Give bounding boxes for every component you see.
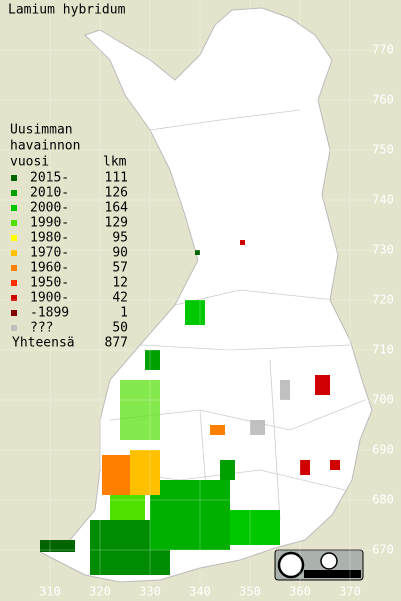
x-tick-label: 320 <box>89 585 111 599</box>
y-tick-label: 740 <box>372 193 394 207</box>
legend-swatch <box>11 220 17 226</box>
legend-count: 42 <box>112 291 128 306</box>
observation-cluster <box>250 420 265 435</box>
observation-cluster <box>150 480 230 550</box>
legend-swatch <box>11 325 17 331</box>
observation-cluster <box>280 380 290 400</box>
observation-cluster <box>330 460 340 470</box>
legend-count: 90 <box>112 246 128 261</box>
observation-cluster <box>230 510 280 545</box>
legend-swatch <box>11 175 17 181</box>
legend-count: 95 <box>112 231 128 246</box>
y-tick-label: 760 <box>372 93 394 107</box>
observation-cluster <box>300 460 310 475</box>
legend-count: 126 <box>105 186 128 201</box>
legend-swatch <box>11 280 17 286</box>
legend-swatch <box>11 235 17 241</box>
observation-squares <box>40 240 340 575</box>
y-tick-label: 730 <box>372 243 394 257</box>
legend-label: 1970- <box>30 246 69 261</box>
observation-cluster <box>220 460 235 480</box>
legend-count: 57 <box>112 261 128 276</box>
y-tick-label: 750 <box>372 143 394 157</box>
legend-label: 1900- <box>30 291 69 306</box>
observation-cluster <box>40 540 75 552</box>
legend-heading: havainnon <box>10 139 80 154</box>
legend-label: -1899 <box>30 306 69 321</box>
legend-label: ??? <box>30 321 53 336</box>
observation-cluster <box>110 495 145 520</box>
legend-label: 2000- <box>30 201 69 216</box>
legend-swatch <box>11 310 17 316</box>
y-tick-label: 700 <box>372 393 394 407</box>
legend-swatch <box>11 265 17 271</box>
observation-cluster <box>102 455 132 495</box>
legend-swatch <box>11 295 17 301</box>
legend-count: 50 <box>112 321 128 336</box>
x-tick-label: 340 <box>189 585 211 599</box>
x-tick-label: 350 <box>239 585 261 599</box>
legend-total: 877 <box>105 336 128 351</box>
x-tick-label: 360 <box>289 585 311 599</box>
y-tick-label: 720 <box>372 293 394 307</box>
legend-count: 164 <box>105 201 129 216</box>
observation-cluster <box>195 250 200 255</box>
legend-swatch <box>11 190 17 196</box>
observation-cluster <box>130 450 160 495</box>
observation-cluster <box>185 300 205 325</box>
legend-swatch <box>11 205 17 211</box>
legend-label: 1950- <box>30 276 69 291</box>
legend-heading: vuosi <box>10 155 49 170</box>
y-tick-label: 690 <box>372 443 394 457</box>
legend-count: 12 <box>112 276 128 291</box>
y-tick-label: 680 <box>372 493 394 507</box>
legend-heading: Uusimman <box>10 123 73 138</box>
legend-count: 111 <box>105 171 128 186</box>
y-tick-label: 710 <box>372 343 394 357</box>
observation-cluster <box>240 240 245 245</box>
observation-cluster <box>120 380 160 440</box>
legend-label: 2010- <box>30 186 69 201</box>
x-tick-label: 370 <box>339 585 361 599</box>
observation-cluster <box>210 425 225 435</box>
y-tick-label: 770 <box>372 43 394 57</box>
map-title: Lamium hybridum <box>8 3 126 18</box>
legend-swatch <box>11 250 17 256</box>
x-tick-label: 310 <box>39 585 61 599</box>
observation-cluster <box>145 350 160 370</box>
legend-count: 129 <box>105 216 128 231</box>
legend-label: 1980- <box>30 231 69 246</box>
cc-badge <box>274 549 364 581</box>
legend-label: 1990- <box>30 216 69 231</box>
legend-label: 1960- <box>30 261 69 276</box>
legend-count: 1 <box>120 306 128 321</box>
x-tick-label: 330 <box>139 585 161 599</box>
legend-total-label: Yhteensä <box>12 336 75 351</box>
y-tick-label: 670 <box>372 543 394 557</box>
legend-label: 2015- <box>30 171 69 186</box>
observation-cluster <box>315 375 330 395</box>
legend-count-heading: lkm <box>103 155 127 170</box>
